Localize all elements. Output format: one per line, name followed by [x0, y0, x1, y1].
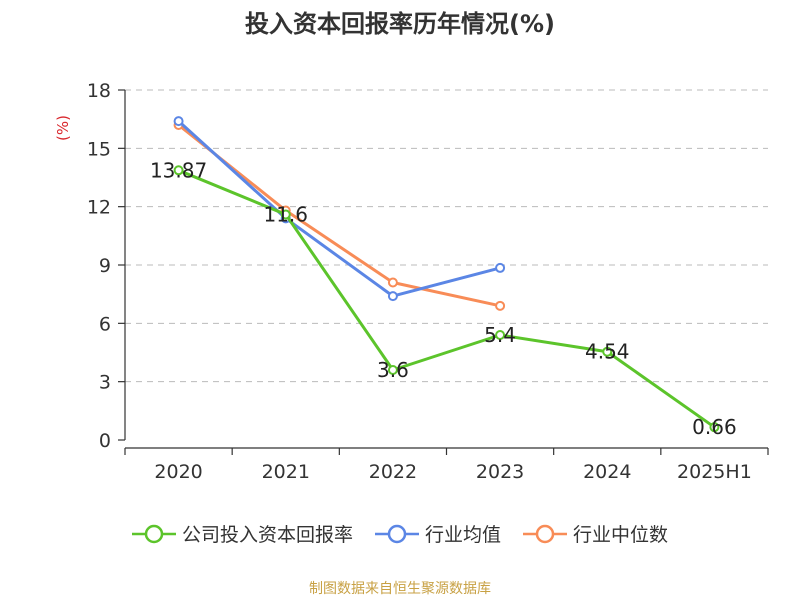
data-point-industry-median	[387, 277, 398, 288]
x-tick-label: 2023	[476, 461, 524, 483]
data-point-industry-avg	[173, 116, 184, 127]
legend-label-company: 公司投入资本回报率	[181, 524, 353, 546]
y-tick-label: 18	[87, 80, 111, 102]
y-tick-label: 9	[99, 255, 111, 277]
series-line-industry-median	[177, 123, 501, 308]
legend-item-industry-median[interactable]: 行业中位数	[523, 520, 668, 547]
legend-item-company[interactable]: 公司投入资本回报率	[131, 520, 353, 547]
data-label-company: 5.4	[484, 323, 516, 347]
x-tick-label: 2025H1	[677, 461, 752, 483]
x-tick-label: 2020	[154, 461, 202, 483]
data-label-company: 3.6	[377, 358, 409, 382]
chart-legend: 公司投入资本回报率 行业均值 行业中位数	[0, 520, 800, 547]
x-tick-label: 2022	[369, 461, 417, 483]
data-source-note: 制图数据来自恒生聚源数据库	[309, 581, 491, 597]
legend-swatch-company	[131, 524, 176, 543]
y-tick-label: 15	[87, 138, 111, 160]
chart-title: 投入资本回报率历年情况(%)	[245, 10, 555, 38]
data-point-company	[173, 165, 184, 176]
data-point-company	[709, 422, 720, 433]
x-tick-label: 2024	[583, 461, 631, 483]
y-tick-label: 0	[99, 430, 111, 452]
x-tick-label: 2021	[262, 461, 310, 483]
data-point-company	[280, 209, 291, 220]
y-tick-label: 3	[99, 372, 111, 394]
legend-label-industry-median: 行业中位数	[573, 524, 669, 546]
data-point-industry-median	[495, 300, 506, 311]
series-line-company	[178, 168, 716, 429]
legend-label-industry-avg: 行业均值	[424, 524, 501, 546]
data-label-company: 4.54	[585, 340, 630, 364]
y-tick-label: 6	[99, 313, 111, 335]
y-axis-unit-label: (%)	[54, 115, 72, 141]
data-label-company: 13.87	[150, 158, 207, 182]
data-label-company: 11.6	[263, 202, 308, 226]
legend-swatch-industry-median	[523, 524, 567, 543]
data-label-company: 0.66	[692, 415, 737, 439]
data-point-company	[602, 346, 613, 357]
legend-item-industry-avg[interactable]: 行业均值	[374, 520, 501, 547]
data-point-company	[495, 330, 506, 340]
data-point-company	[387, 365, 398, 375]
legend-swatch-industry-avg	[374, 524, 419, 543]
data-point-industry-avg	[387, 291, 398, 302]
y-tick-label: 12	[87, 197, 111, 219]
data-point-industry-avg	[495, 262, 506, 273]
series-line-industry-avg	[177, 120, 501, 298]
